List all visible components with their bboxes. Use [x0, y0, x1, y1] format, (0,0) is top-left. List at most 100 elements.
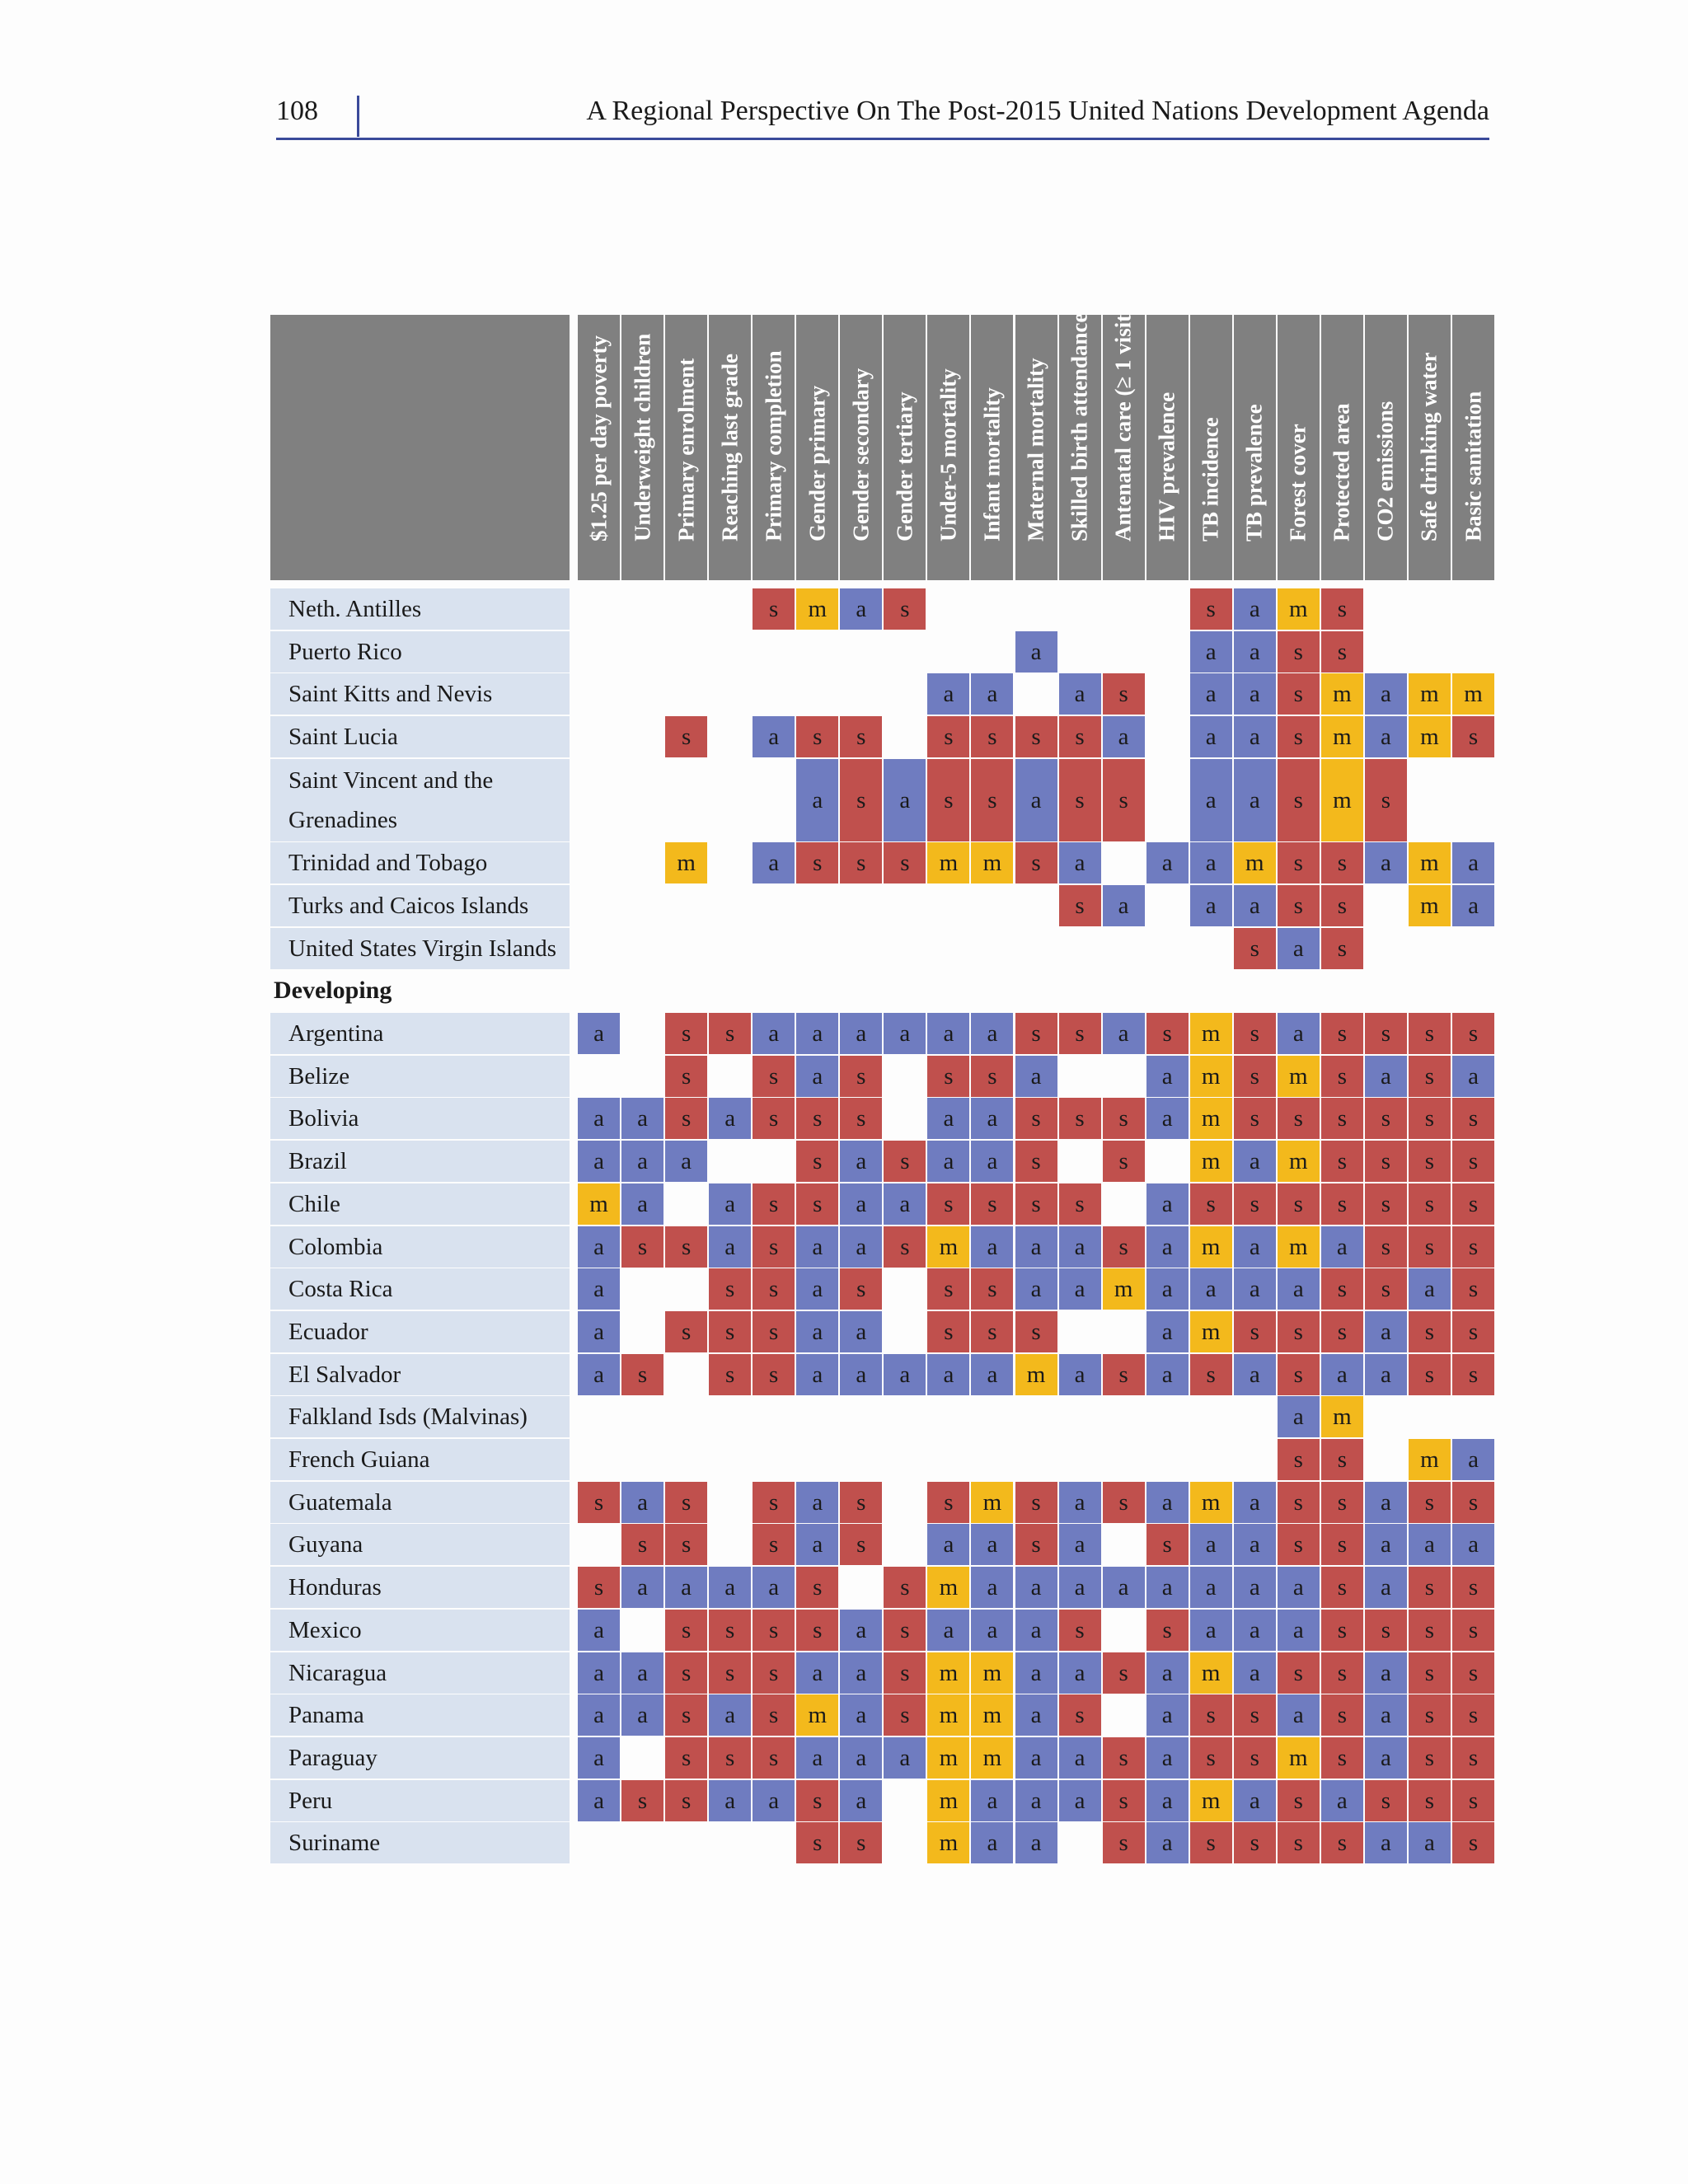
status-cell: s — [1102, 758, 1145, 841]
status-cell: a — [1452, 1439, 1494, 1480]
status-cell: s — [1233, 1013, 1276, 1054]
status-cell: s — [665, 1055, 708, 1097]
status-cell: s — [709, 1310, 752, 1352]
status-cell: s — [1058, 1013, 1101, 1054]
status-cell: s — [840, 758, 883, 841]
status-cell: a — [796, 1226, 839, 1268]
status-cell: s — [1233, 1736, 1276, 1779]
status-cell: a — [1233, 1609, 1276, 1651]
status-cell: a — [1189, 1609, 1232, 1651]
status-cell: a — [621, 1098, 664, 1140]
column-header: Basic sanitation — [1452, 315, 1494, 580]
column-header-label: Infant mortality — [979, 387, 1005, 541]
column-header-label: Underweight children — [630, 333, 655, 541]
status-cell: a — [578, 1098, 620, 1140]
status-cell: a — [1364, 1524, 1407, 1566]
status-cell: s — [665, 1736, 708, 1779]
status-cell: a — [1233, 1652, 1276, 1694]
status-cell: a — [1058, 673, 1101, 715]
running-title: A Regional Perspective On The Post-2015 … — [586, 96, 1489, 126]
status-cell: a — [1364, 1310, 1407, 1352]
status-cell: a — [1102, 1567, 1145, 1609]
status-cell: s — [1408, 1226, 1451, 1268]
status-cell: a — [578, 1609, 620, 1651]
status-cell: m — [1189, 1013, 1232, 1054]
status-cell: m — [1015, 1353, 1057, 1395]
status-cell: a — [884, 758, 926, 841]
status-cell: a — [1146, 1736, 1189, 1779]
status-cell: s — [665, 1013, 708, 1054]
status-cell: s — [1364, 1183, 1407, 1225]
status-cell: s — [927, 758, 970, 841]
status-cell: a — [1233, 1779, 1276, 1821]
status-cell: s — [709, 1609, 752, 1651]
status-cell: a — [796, 1652, 839, 1694]
row-label: Chile — [270, 1183, 570, 1225]
status-cell: a — [1146, 1481, 1189, 1523]
status-cell: s — [971, 1183, 1014, 1225]
status-cell: s — [1277, 1439, 1320, 1480]
status-cell: s — [1015, 716, 1057, 758]
row-label: Guyana — [270, 1524, 570, 1566]
status-cell: m — [971, 1481, 1014, 1523]
status-cell: a — [1408, 1822, 1451, 1864]
status-cell: s — [1320, 1013, 1363, 1054]
status-cell: a — [840, 1779, 883, 1821]
status-cell: s — [1189, 1694, 1232, 1736]
status-cell: a — [1364, 1736, 1407, 1779]
status-cell: m — [1189, 1652, 1232, 1694]
status-cell: s — [753, 1226, 795, 1268]
status-cell: s — [1102, 1822, 1145, 1864]
status-cell: a — [1320, 1226, 1363, 1268]
status-cell: m — [796, 588, 839, 630]
status-cell: s — [665, 716, 708, 758]
column-header-label: Protected area — [1329, 403, 1354, 541]
status-cell: s — [665, 1310, 708, 1352]
status-cell: s — [1320, 1652, 1363, 1694]
status-cell: a — [1058, 1779, 1101, 1821]
status-cell: s — [1233, 1183, 1276, 1225]
status-cell: s — [621, 1226, 664, 1268]
row-label: Paraguay — [270, 1736, 570, 1779]
status-cell: m — [1189, 1141, 1232, 1183]
status-cell: s — [796, 1822, 839, 1864]
status-cell: s — [1058, 884, 1101, 926]
status-cell: a — [1146, 1310, 1189, 1352]
status-cell: a — [840, 1353, 883, 1395]
status-cell: s — [1015, 1013, 1057, 1054]
status-cell: a — [1364, 1694, 1407, 1736]
status-cell: a — [621, 1652, 664, 1694]
status-cell: a — [840, 588, 883, 630]
status-cell: s — [1102, 1353, 1145, 1395]
status-cell: a — [1320, 1353, 1363, 1395]
status-cell: a — [971, 1609, 1014, 1651]
status-cell: s — [1277, 1353, 1320, 1395]
status-cell: s — [1408, 1609, 1451, 1651]
status-cell: s — [1189, 1822, 1232, 1864]
status-cell: a — [578, 1013, 620, 1054]
status-cell: s — [884, 1652, 926, 1694]
status-cell: a — [840, 1183, 883, 1225]
status-cell: a — [621, 1141, 664, 1183]
status-cell: s — [884, 842, 926, 884]
status-cell: s — [884, 1226, 926, 1268]
row-label: Puerto Rico — [270, 630, 570, 673]
status-cell: s — [840, 1098, 883, 1140]
column-header: Forest cover — [1277, 315, 1320, 580]
status-cell: m — [1408, 1439, 1451, 1480]
status-cell: s — [753, 1524, 795, 1566]
status-cell: a — [1277, 927, 1320, 969]
status-cell: s — [753, 1098, 795, 1140]
column-header: TB incidence — [1189, 315, 1232, 580]
status-cell: a — [1146, 1822, 1189, 1864]
status-cell: s — [1320, 588, 1363, 630]
status-cell: a — [578, 1736, 620, 1779]
status-cell: s — [1277, 1183, 1320, 1225]
status-cell: a — [1452, 842, 1494, 884]
status-cell: m — [1277, 588, 1320, 630]
status-cell: a — [1364, 1481, 1407, 1523]
status-cell: a — [1233, 884, 1276, 926]
column-header-label: Gender secondary — [848, 368, 874, 541]
status-cell: a — [1146, 1055, 1189, 1097]
status-cell: a — [753, 1013, 795, 1054]
